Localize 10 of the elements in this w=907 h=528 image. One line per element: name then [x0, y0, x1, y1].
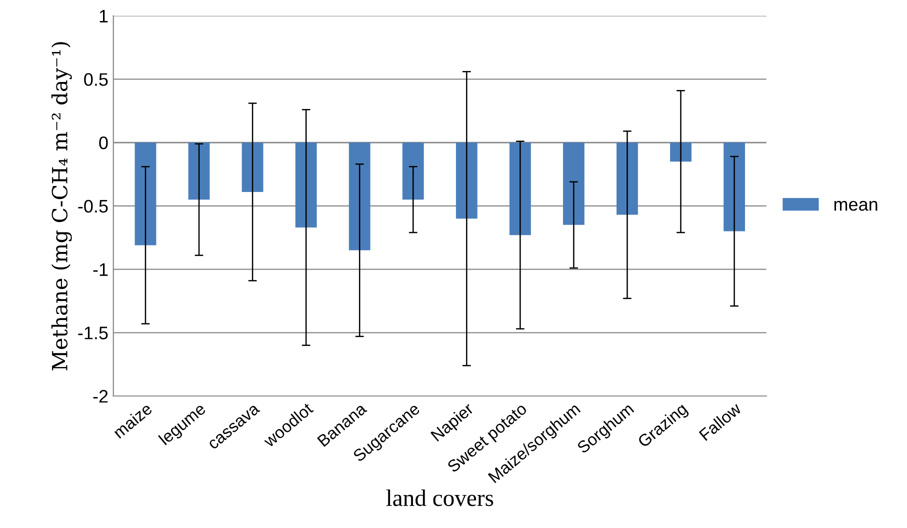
y-tick-label: -1 [93, 263, 108, 276]
legend-label: mean [834, 200, 878, 211]
y-tick-label: -2 [93, 390, 108, 403]
y-tick-label: -0.5 [78, 200, 108, 213]
y-tick-label: -1.5 [78, 326, 108, 340]
y-tick-label: 0 [99, 136, 108, 150]
y-tick-label: 0.5 [84, 73, 108, 86]
y-tick-label: 1 [100, 10, 108, 22]
x-axis-title: land covers [386, 489, 494, 506]
y-axis-title: Methane (mg C-CH₄ m⁻² day⁻¹) [51, 42, 72, 370]
